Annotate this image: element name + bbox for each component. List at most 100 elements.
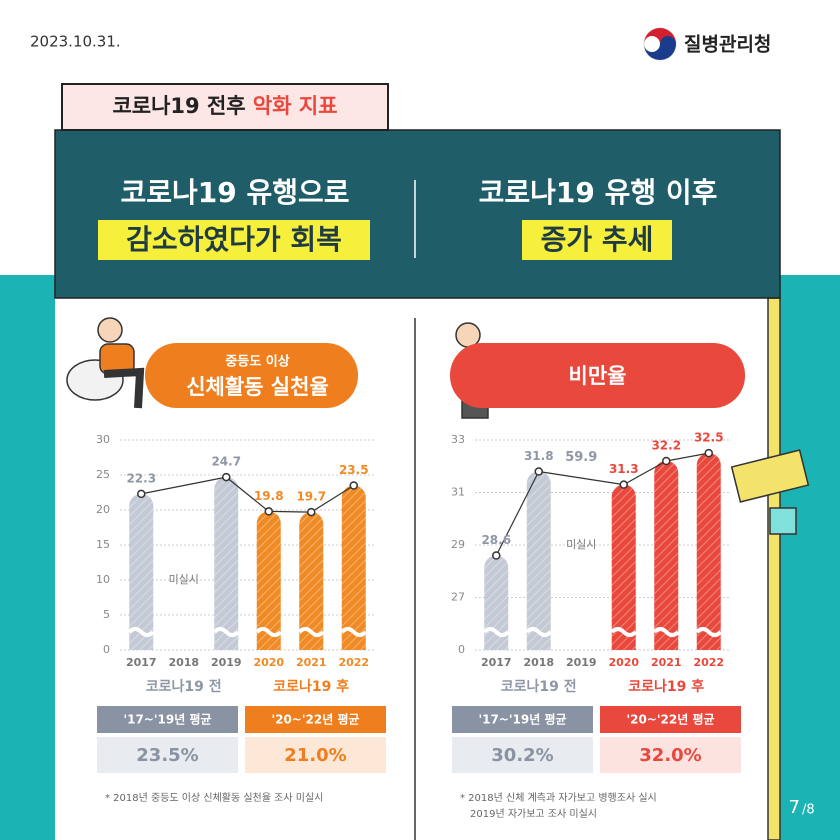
y-tick-label: 33 — [451, 433, 465, 446]
chart-title: 신체활동 실천율 — [186, 375, 329, 399]
sticky-square — [769, 507, 797, 535]
card-edge — [767, 297, 781, 840]
y-tick-label: 10 — [96, 573, 110, 586]
x-tick-label: 2017 — [481, 656, 512, 669]
logo-text: 질병관리청 — [684, 34, 771, 56]
bar-break — [482, 627, 510, 637]
x-tick-label: 2020 — [253, 656, 284, 669]
bar-break — [340, 627, 368, 637]
trend-segment — [623, 460, 667, 486]
average-box — [600, 737, 741, 773]
tag: 코로나19 전후 악화 지표 — [112, 94, 337, 118]
bar-break — [695, 627, 723, 637]
average-label: '20~'22년 평균 — [271, 713, 359, 727]
trend-segment — [268, 510, 312, 513]
point — [534, 467, 543, 476]
note: * 2018년 중등도 이상 신체활동 실천율 조사 미실시 — [105, 791, 323, 804]
header-right-2: 증가 추세 — [541, 223, 654, 256]
trend-segment — [141, 476, 227, 495]
logo-blue — [644, 36, 676, 60]
bar-break — [212, 627, 240, 637]
bar-hatch — [611, 484, 636, 650]
point — [662, 456, 671, 466]
average-value: 23.5% — [136, 745, 198, 766]
bar-hatch — [299, 512, 324, 650]
icon-person-exercise — [66, 317, 145, 409]
x-tick-label: 2020 — [608, 656, 639, 669]
point — [492, 551, 501, 560]
sticky-note — [730, 449, 810, 503]
x-tick-label: 2021 — [651, 656, 682, 669]
bar-break — [610, 627, 638, 637]
x-tick-label: 2017 — [126, 656, 157, 669]
y-tick-label: 0 — [458, 643, 465, 656]
bar-hatch — [214, 477, 239, 650]
average-box — [452, 737, 593, 773]
title-pill — [450, 343, 745, 408]
header-box — [54, 129, 781, 299]
trend-segment — [666, 452, 709, 462]
value-label: 32.5 — [694, 431, 724, 445]
value-label: 31.8 — [524, 449, 554, 463]
value-label: 19.8 — [254, 489, 284, 503]
highlight — [522, 220, 672, 260]
bar-break — [652, 627, 680, 637]
trend-segment — [310, 484, 355, 513]
bar-hatch — [526, 471, 551, 650]
bar-hatch — [256, 511, 281, 650]
bar-hatch — [696, 453, 721, 650]
note: 2019년 자가보고 조사 미실시 — [470, 808, 597, 820]
x-tick-label: 2019 — [211, 656, 242, 669]
value-label: 23.5 — [339, 463, 369, 477]
trend-segment — [495, 471, 540, 556]
average-label: '17~'19년 평균 — [478, 713, 566, 727]
point — [137, 489, 146, 499]
missing-label: 미실시 — [566, 538, 596, 551]
missing-label: 미실시 — [169, 573, 199, 586]
value-label: 32.2 — [651, 439, 681, 453]
bar-break — [525, 627, 553, 637]
group-label: 코로나19 후 — [628, 679, 704, 695]
header-left-2: 감소하였다가 회복 — [126, 223, 342, 256]
y-tick-label: 27 — [451, 591, 465, 604]
point — [349, 481, 358, 490]
y-tick-label: 31 — [451, 486, 465, 499]
value-label: 19.7 — [296, 490, 326, 504]
highlight — [98, 220, 370, 260]
value-label: 28.6 — [481, 533, 511, 547]
x-tick-label: 2018 — [168, 656, 199, 669]
group-label: 코로나19 전 — [146, 678, 222, 695]
y-tick-label: 30 — [96, 433, 110, 446]
average-box — [97, 737, 238, 773]
tag-text: 코로나19 전후 — [112, 94, 245, 118]
average-label: '20~'22년 평균 — [626, 713, 714, 727]
x-tick-label: 2022 — [693, 656, 724, 669]
y-tick-label: 20 — [96, 503, 110, 516]
tag-highlight: 악화 지표 — [253, 94, 338, 118]
y-tick-label: 15 — [96, 538, 110, 551]
x-tick-label: 2018 — [523, 656, 554, 669]
average-header — [452, 706, 593, 733]
average-value: 30.2% — [491, 745, 553, 766]
bar-hatch — [129, 493, 154, 650]
group-label: 코로나19 후 — [273, 679, 349, 695]
average-header — [245, 706, 386, 733]
average-header — [600, 706, 741, 733]
y-tick-label: 0 — [103, 643, 110, 656]
y-tick-label: 25 — [96, 468, 110, 481]
average-box — [245, 737, 386, 773]
trend-segment — [225, 476, 270, 512]
y-tick-label: 5 — [103, 608, 110, 621]
bar-break — [297, 627, 325, 637]
header-right-1: 코로나19 유행 이후 — [479, 176, 718, 209]
note: * 2018년 신체 계측과 자가보고 병행조사 실시 — [460, 792, 657, 804]
chart-title: 비만율 — [569, 364, 627, 388]
chart-subtitle: 중등도 이상 — [225, 354, 289, 370]
point — [264, 507, 273, 516]
point — [222, 472, 231, 482]
y-tick-label: 29 — [451, 538, 465, 551]
bar-break — [255, 627, 283, 637]
value-label: 22.3 — [126, 471, 156, 485]
average-header — [97, 706, 238, 733]
